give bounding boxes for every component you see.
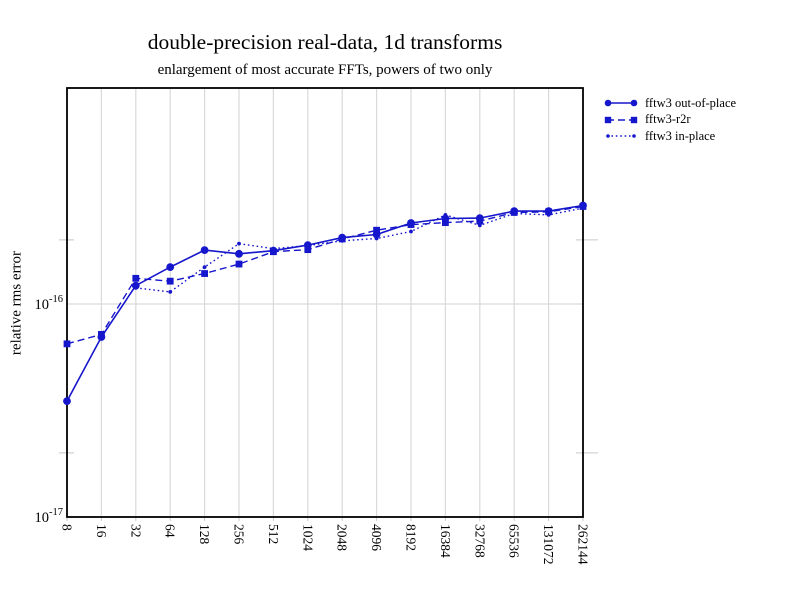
marker-square bbox=[442, 219, 449, 227]
marker-circle bbox=[200, 246, 209, 255]
x-tick-label: 32 bbox=[128, 524, 143, 538]
legend-sample-dotted-dot bbox=[606, 134, 636, 139]
x-tick-label: 16384 bbox=[438, 524, 453, 558]
y-tick-label: 10-17 bbox=[35, 507, 64, 526]
legend-marker-dot bbox=[632, 134, 636, 139]
legend-label: fftw3 out-of-place bbox=[645, 95, 737, 110]
marker-square bbox=[63, 340, 71, 348]
x-tick-label: 4096 bbox=[369, 524, 384, 551]
marker-circle bbox=[63, 397, 71, 406]
marker-dot bbox=[168, 289, 173, 294]
marker-square bbox=[545, 208, 552, 216]
x-tick-label: 256 bbox=[232, 524, 247, 545]
marker-square bbox=[270, 248, 277, 256]
x-tick-label: 262144 bbox=[576, 524, 591, 565]
x-tick-label: 131072 bbox=[541, 524, 556, 565]
marker-square bbox=[304, 246, 312, 254]
marker-square bbox=[201, 270, 208, 277]
chart-subtitle: enlargement of most accurate FFTs, power… bbox=[157, 62, 493, 78]
marker-square bbox=[373, 226, 380, 234]
x-tick-label: 32768 bbox=[472, 524, 487, 558]
legend-item-fftw3-out-of-place: fftw3 out-of-place bbox=[604, 95, 736, 112]
marker-dot bbox=[512, 211, 517, 216]
marker-dot bbox=[305, 243, 310, 248]
marker-dot bbox=[581, 206, 585, 210]
marker-dot bbox=[546, 213, 551, 217]
x-tick-label: 16 bbox=[94, 524, 109, 538]
series-fftw3-r2r bbox=[63, 203, 587, 348]
marker-circle bbox=[235, 249, 243, 258]
series-fftw3-out-of-place bbox=[63, 201, 587, 406]
marker-square bbox=[476, 217, 484, 225]
legend-marker-square bbox=[630, 116, 638, 123]
plot-frame bbox=[66, 87, 584, 518]
series-fftw3-in-place bbox=[133, 206, 585, 294]
legend-label: fftw3 in-place bbox=[645, 128, 716, 143]
marker-square bbox=[132, 274, 140, 282]
marker-dot bbox=[477, 223, 482, 228]
chart-title: double-precision real-data, 1d transform… bbox=[147, 30, 503, 54]
legend-marker-dot bbox=[606, 134, 610, 139]
legend-label: fftw3-r2r bbox=[645, 112, 691, 127]
x-tick-label: 512 bbox=[266, 524, 281, 544]
marker-circle bbox=[131, 281, 140, 290]
legend-sample-dashed-square bbox=[604, 116, 638, 123]
x-tick-label: 8192 bbox=[404, 524, 419, 551]
legend-sample-solid-circle bbox=[604, 99, 638, 107]
x-tick-label: 64 bbox=[163, 524, 178, 538]
x-tick-label: 8 bbox=[60, 524, 75, 531]
legend-marker-circle bbox=[604, 99, 612, 107]
marker-dot bbox=[340, 238, 345, 243]
series-line-fftw3-in-place bbox=[135, 207, 584, 293]
marker-dot bbox=[443, 213, 448, 217]
marker-dot bbox=[374, 236, 379, 241]
series-line-fftw3-r2r bbox=[66, 205, 584, 345]
x-tick-label: 2048 bbox=[335, 524, 350, 551]
x-tick-label: 1024 bbox=[300, 524, 315, 551]
marker-dot bbox=[202, 265, 207, 270]
legend-marker-circle bbox=[630, 99, 638, 107]
marker-square bbox=[98, 330, 105, 338]
x-tick-label: 128 bbox=[197, 524, 212, 545]
marker-dot bbox=[133, 286, 138, 290]
legend: fftw3 out-of-place fftw3-r2r fftw3 in-plac… bbox=[604, 95, 736, 145]
marker-square bbox=[235, 260, 243, 268]
marker-circle bbox=[166, 263, 175, 272]
y-tick-label: 10-16 bbox=[35, 294, 64, 313]
legend-item-fftw3-r2r: fftw3-r2r bbox=[604, 112, 736, 129]
x-tick-label: 65536 bbox=[507, 524, 522, 558]
marker-square bbox=[166, 277, 174, 285]
marker-dot bbox=[237, 241, 241, 246]
marker-dot bbox=[409, 229, 413, 234]
series-line-fftw3-out-of-place bbox=[66, 204, 584, 402]
legend-item-fftw3-in-place: fftw3 in-place bbox=[604, 128, 736, 145]
legend-marker-square bbox=[604, 116, 612, 123]
marker-square bbox=[407, 221, 415, 228]
marker-dot bbox=[271, 246, 276, 251]
